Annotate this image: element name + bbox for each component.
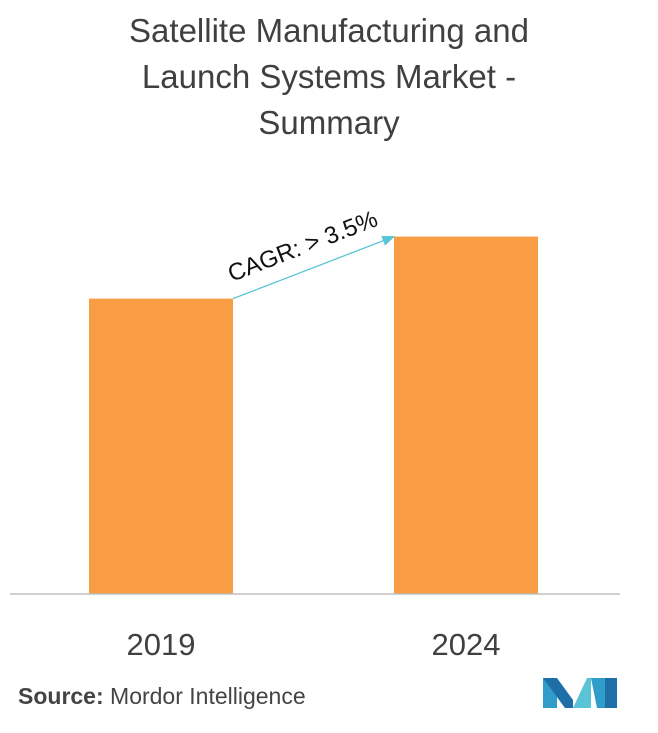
source-note: Source: Mordor Intelligence <box>18 683 306 710</box>
chart-title-line-1: Satellite Manufacturing and <box>129 12 529 49</box>
cagr-arrow <box>232 235 396 300</box>
chart-title: Satellite Manufacturing and Launch Syste… <box>0 8 658 146</box>
chart-title-line-2: Launch Systems Market - <box>141 58 517 95</box>
source-text: Mordor Intelligence <box>110 683 306 709</box>
source-label: Source: <box>18 683 104 709</box>
bar-2024 <box>394 236 538 595</box>
mordor-intelligence-logo-icon <box>543 678 617 708</box>
x-tick-label-2019: 2019 <box>127 627 196 662</box>
chart-title-line-3: Summary <box>258 104 400 141</box>
bar-2019 <box>89 298 233 594</box>
x-tick-label-2024: 2024 <box>432 627 501 662</box>
cagr-annotation: CAGR: > 3.5% <box>224 206 381 288</box>
